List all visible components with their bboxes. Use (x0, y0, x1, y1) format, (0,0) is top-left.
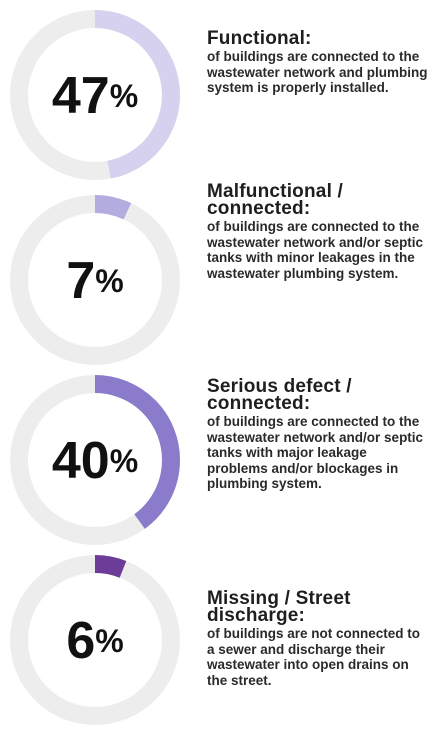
item-text: Missing / Street discharge: of buildings … (207, 588, 431, 688)
donut-arc (10, 555, 180, 725)
item-description: of buildings are connected to the wastew… (207, 414, 424, 491)
item-description: of buildings are connected to the wastew… (207, 49, 428, 95)
item-text: Functional: of buildings are connected to… (207, 28, 431, 96)
percent-label: 40% (52, 432, 138, 490)
percent-label: 47% (52, 67, 138, 125)
item-title: Malfunctional / connected: (207, 181, 343, 219)
donut-column: 47% 7% 40% 6% (10, 10, 180, 725)
donut-arc (10, 10, 180, 180)
item-text: Malfunctional / connected: of buildings a… (207, 181, 431, 281)
item-title: Functional: (207, 28, 312, 49)
percent-label: 7% (66, 252, 123, 310)
item-title: Serious defect / connected: (207, 376, 352, 414)
percent-label: 6% (66, 612, 123, 670)
donut-arc (10, 375, 180, 545)
item-description: of buildings are not connected to a sewe… (207, 626, 421, 688)
item-text: Serious defect / connected: of buildings … (207, 376, 431, 492)
item-title: Missing / Street discharge: (207, 588, 351, 626)
donut-arc (10, 195, 180, 365)
item-description: of buildings are connected to the wastew… (207, 219, 424, 281)
